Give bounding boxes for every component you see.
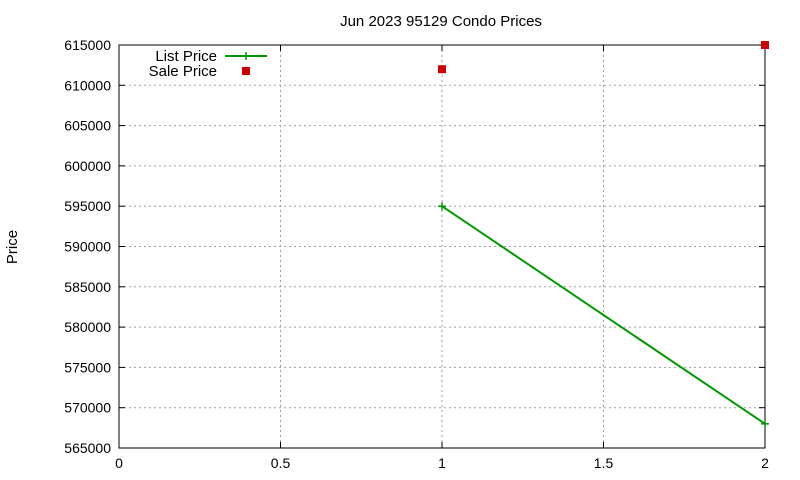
y-tick-label: 580000 bbox=[64, 319, 111, 335]
y-tick-label: 575000 bbox=[64, 359, 111, 375]
sale-price-point bbox=[761, 41, 769, 49]
axis-ticks: 565000 570000 575000 580000 585000 590000 5950… bbox=[64, 37, 769, 471]
legend-marker-list-price bbox=[242, 52, 250, 60]
list-price-point bbox=[438, 202, 446, 211]
y-tick-label: 610000 bbox=[64, 77, 111, 93]
legend-label-sale-price: Sale Price bbox=[149, 63, 217, 80]
x-tick-label: 0 bbox=[115, 455, 123, 471]
plot-area-frame bbox=[118, 44, 766, 449]
sale-price-point bbox=[438, 65, 446, 74]
legend-label-list-price: List Price bbox=[155, 48, 217, 65]
grid bbox=[119, 45, 765, 448]
legend-marker-sale-price bbox=[242, 67, 250, 75]
x-tick-label: 1 bbox=[438, 455, 446, 471]
y-tick-label: 600000 bbox=[64, 158, 111, 174]
legend: List Price Sale Price bbox=[149, 48, 267, 80]
chart-title: Jun 2023 95129 Condo Prices bbox=[340, 13, 542, 30]
list-price-point bbox=[761, 419, 769, 428]
list-price-line bbox=[441, 205, 766, 425]
y-tick-label: 605000 bbox=[64, 118, 111, 134]
y-tick-label: 585000 bbox=[64, 279, 111, 295]
y-tick-label: 595000 bbox=[64, 198, 111, 214]
y-axis-label: Price bbox=[4, 230, 21, 264]
data-series bbox=[438, 41, 769, 428]
y-tick-label: 570000 bbox=[64, 400, 111, 416]
y-tick-label: 615000 bbox=[64, 37, 111, 53]
x-tick-label: 2 bbox=[761, 455, 769, 471]
y-tick-label: 565000 bbox=[64, 440, 111, 456]
legend-plus bbox=[242, 52, 250, 60]
x-tick-label: 1.5 bbox=[594, 455, 614, 471]
y-tick-label: 590000 bbox=[64, 239, 111, 255]
x-tick-label: 0.5 bbox=[271, 455, 291, 471]
